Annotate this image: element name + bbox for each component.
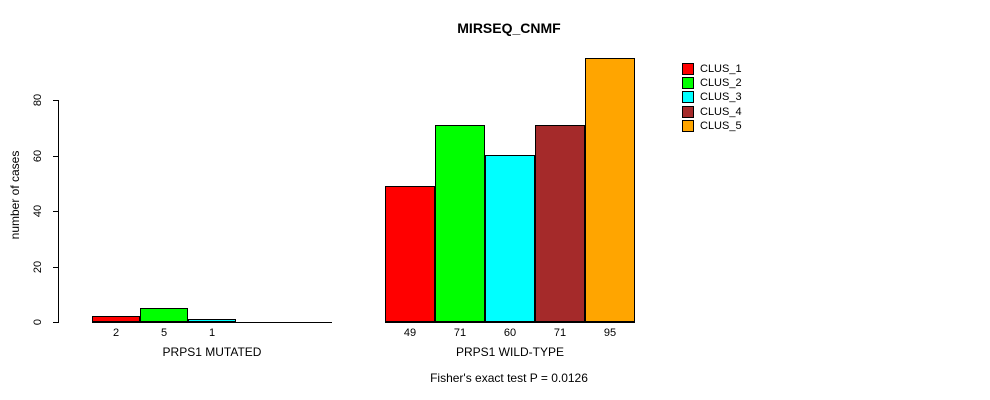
y-tick-label: 0: [32, 318, 44, 326]
chart-title: MIRSEQ_CNMF: [457, 20, 561, 36]
y-tick-label: 40: [32, 204, 44, 218]
legend-label: CLUS_3: [700, 91, 742, 104]
legend-swatch: [682, 120, 694, 133]
legend-item: CLUS_5: [682, 120, 742, 133]
legend-label: CLUS_5: [700, 120, 742, 133]
legend-label: CLUS_4: [700, 105, 742, 118]
y-tick: [53, 155, 58, 157]
y-tick: [53, 100, 58, 101]
y-axis-label: number of cases: [8, 150, 22, 240]
group-label-prps1-wild-type: PRPS1 WILD-TYPE: [455, 345, 565, 359]
bar-value-label: 71: [553, 327, 567, 339]
bar-value-label: 95: [603, 327, 617, 339]
bar-value-label: 2: [112, 327, 120, 339]
bar-clus_5: [585, 58, 635, 322]
fisher-test-annotation: Fisher's exact test P = 0.0126: [430, 371, 588, 385]
bar-value-label: 1: [208, 327, 216, 339]
bar-value-label: 71: [453, 327, 467, 339]
legend-label: CLUS_2: [700, 76, 742, 89]
y-axis-line: [58, 100, 59, 323]
y-tick-label: 60: [32, 149, 44, 162]
y-tick: [53, 266, 58, 268]
legend-item: CLUS_2: [682, 76, 742, 89]
legend-swatch: [682, 76, 694, 89]
legend-item: CLUS_3: [682, 91, 742, 104]
bar-clus_4: [535, 125, 585, 322]
bar-clus_2: [435, 125, 485, 322]
y-tick: [53, 211, 58, 212]
bar-clus_3: [188, 319, 236, 322]
y-tick-label: 20: [32, 260, 44, 273]
bar-clus_1: [385, 186, 435, 322]
legend-item: CLUS_1: [682, 62, 742, 75]
bar-value-label: 60: [503, 327, 517, 339]
bar-clus_2: [140, 308, 188, 322]
y-tick: [53, 322, 58, 323]
bar-clus_3: [485, 155, 535, 322]
legend-swatch: [682, 91, 694, 104]
group-label-prps1-mutated: PRPS1 MUTATED: [162, 345, 262, 359]
legend-swatch: [682, 105, 694, 118]
bar-value-label: 5: [160, 327, 168, 339]
legend-label: CLUS_1: [700, 62, 742, 75]
bar-value-label: 49: [403, 327, 417, 339]
legend-swatch: [682, 62, 694, 75]
group-baseline: [385, 322, 635, 323]
legend-item: CLUS_4: [682, 105, 742, 118]
group-baseline: [92, 322, 332, 323]
bar-clus_1: [92, 316, 140, 322]
y-tick-label: 80: [32, 93, 44, 107]
